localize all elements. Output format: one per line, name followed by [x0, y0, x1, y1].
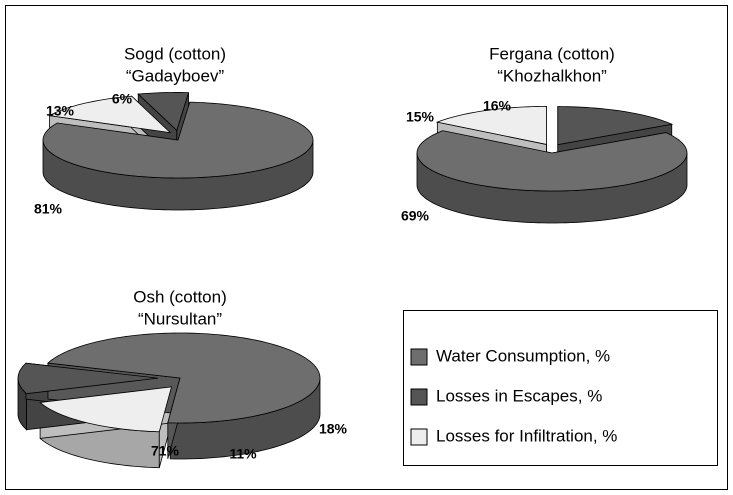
chart-subtitle: “Gadayboev”: [126, 66, 225, 85]
chart-title: Sogd (cotton): [124, 44, 226, 63]
legend-box: [403, 310, 718, 466]
data-label: 6%: [112, 91, 133, 107]
legend-swatch: [410, 388, 428, 406]
data-label: 13%: [46, 103, 75, 119]
data-label: 71%: [151, 443, 180, 459]
pie-slice: [46, 332, 321, 424]
legend-swatch: [410, 428, 428, 446]
pie-slice: [48, 95, 172, 134]
pie-slice: [557, 106, 674, 146]
data-label: 81%: [34, 201, 63, 217]
pie-slice: [39, 386, 173, 433]
chart-subtitle: “Nursultan”: [138, 309, 222, 328]
data-label: 69%: [401, 208, 430, 224]
chart-subtitle: “Khozhalkhon”: [497, 66, 607, 85]
legend-label: Losses in Escapes, %: [436, 386, 602, 405]
legend-swatch: [410, 348, 428, 366]
legend-label: Water Consumption, %: [436, 346, 610, 365]
chart-title: Fergana (cotton): [489, 44, 615, 63]
data-label: 15%: [406, 109, 435, 125]
data-label: 11%: [229, 446, 257, 462]
data-label: 16%: [483, 98, 512, 114]
legend-label: Losses for Infiltration, %: [436, 426, 617, 445]
pie-slice: [17, 362, 159, 395]
pie-slice: [416, 130, 688, 192]
pie-slice: [42, 101, 314, 179]
pie-slice: [435, 106, 547, 145]
data-label: 18%: [319, 421, 348, 437]
pie-slice: [137, 92, 190, 132]
chart-title: Osh (cotton): [133, 287, 227, 306]
